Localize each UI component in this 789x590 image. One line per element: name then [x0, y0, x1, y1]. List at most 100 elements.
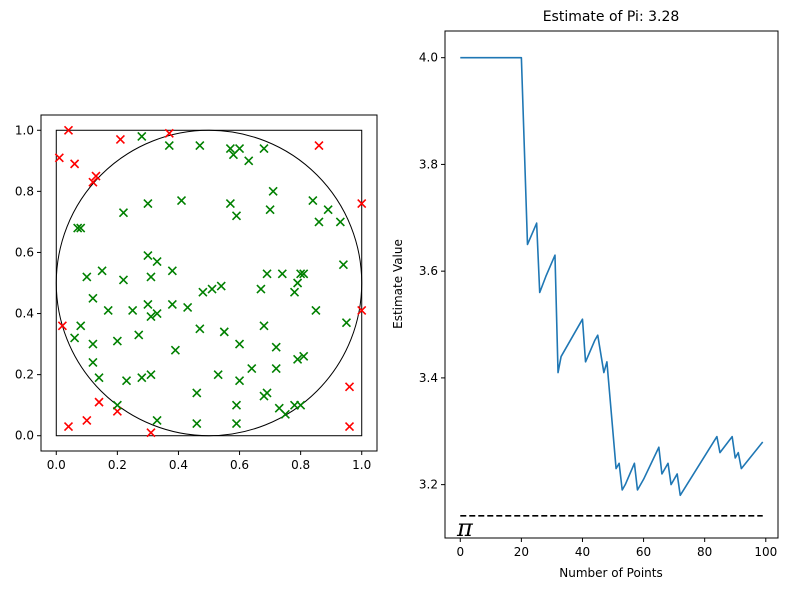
scatter-point [137, 373, 147, 383]
scatter-point [344, 382, 355, 392]
scatter-point [63, 125, 74, 135]
y-tick-label: 4.0 [419, 51, 438, 65]
line-chart-title: Estimate of Pi: 3.28 [543, 9, 680, 25]
scatter-point [195, 324, 205, 334]
scatter-point [323, 205, 333, 215]
x-tick-label: 40 [575, 545, 590, 559]
x-tick-label: 80 [697, 545, 712, 559]
scatter-point [128, 305, 138, 316]
scatter-point [268, 186, 278, 196]
scatter-point [94, 397, 104, 407]
scatter-point [247, 363, 257, 374]
line-y-axis-label: Estimate Value [391, 239, 405, 329]
scatter-point [289, 287, 300, 297]
scatter-point [192, 388, 202, 398]
scatter-point [271, 363, 281, 374]
scatter-point [259, 321, 269, 331]
scatter-point [167, 299, 177, 309]
scatter-point [76, 223, 86, 233]
scatter-point [256, 284, 266, 294]
scatter-point [219, 327, 229, 337]
scatter-point [231, 400, 242, 410]
scatter-point [234, 339, 245, 349]
scatter-point [91, 171, 101, 181]
scatter-plot: 0.0 0.2 0.4 0.6 0.8 1.0 0.0 0.2 0.4 0.6 0.8 1.0 [15, 114, 378, 472]
x-tick-label: 20 [514, 545, 529, 559]
line-x-ticks: 0 20 40 60 80 100 [456, 538, 777, 559]
scatter-point [176, 195, 187, 206]
scatter-point [82, 272, 92, 282]
scatter-point [234, 376, 245, 386]
scatter-point [357, 305, 367, 316]
pi-reference-label: π [456, 514, 474, 542]
x-tick-label: 0.4 [169, 458, 188, 472]
x-tick-label: 1.0 [352, 458, 371, 472]
x-tick-label: 60 [636, 545, 651, 559]
scatter-point [299, 269, 309, 279]
x-tick-label: 0 [456, 545, 464, 559]
scatter-point [146, 272, 156, 282]
scatter-point [299, 351, 309, 361]
y-tick-label: 3.6 [419, 264, 438, 278]
line-y-ticks: 3.2 3.4 3.6 3.8 4.0 [419, 51, 445, 492]
scatter-x-ticks: 0.0 0.2 0.4 0.6 0.8 1.0 [47, 451, 371, 472]
y-tick-label: 0.4 [15, 307, 34, 321]
scatter-point [271, 342, 281, 352]
scatter-point [183, 302, 193, 313]
scatter-point [213, 370, 223, 380]
scatter-point [311, 305, 321, 316]
scatter-point [259, 144, 269, 154]
y-tick-label: 0.8 [15, 184, 34, 198]
scatter-point [82, 415, 92, 426]
y-tick-label: 3.2 [419, 478, 438, 492]
scatter-point [152, 257, 162, 267]
scatter-point [277, 269, 287, 279]
scatter-point [146, 370, 156, 380]
scatter-point [296, 400, 306, 410]
scatter-point [152, 415, 162, 426]
scatter-point [88, 177, 98, 187]
scatter-point [57, 321, 67, 331]
scatter-point [280, 409, 290, 419]
scatter-point [88, 357, 98, 367]
scatter-point [207, 284, 217, 294]
scatter-point [170, 345, 180, 355]
scatter-point [192, 418, 202, 429]
scatter-point [143, 199, 153, 209]
scatter-point [94, 373, 104, 383]
x-tick-label: 0.6 [230, 458, 249, 472]
scatter-point [146, 312, 156, 322]
y-tick-label: 1.0 [15, 123, 34, 137]
line-plot: Estimate of Pi: 3.28 π 0 20 40 60 80 100 3.2 3… [391, 9, 779, 580]
line-marks [460, 56, 764, 517]
scatter-point [164, 128, 174, 138]
scatter-point [143, 250, 153, 261]
scatter-point [265, 205, 275, 215]
scatter-point [112, 336, 122, 346]
scatter-point [231, 418, 242, 429]
scatter-point [118, 208, 129, 218]
scatter-point [308, 195, 318, 206]
line-x-axis-label: Number of Points [559, 566, 662, 580]
scatter-point [88, 339, 98, 349]
line-axes-frame [444, 30, 779, 539]
scatter-point [231, 211, 242, 221]
scatter-point [341, 318, 352, 328]
scatter-point [54, 153, 64, 163]
scatter-point [216, 281, 226, 291]
scatter-point [134, 330, 144, 340]
scatter-marks [54, 125, 367, 438]
x-tick-label: 100 [754, 545, 777, 559]
x-tick-label: 0.0 [47, 458, 66, 472]
scatter-point [97, 266, 107, 276]
scatter-point [112, 400, 122, 410]
scatter-point [225, 199, 235, 209]
y-tick-label: 0.2 [15, 368, 34, 382]
inscribed-circle [55, 129, 363, 437]
estimate-line [460, 56, 764, 497]
scatter-point [146, 428, 156, 438]
y-tick-label: 3.4 [419, 371, 438, 385]
scatter-point [76, 321, 86, 331]
scatter-point [121, 376, 132, 386]
